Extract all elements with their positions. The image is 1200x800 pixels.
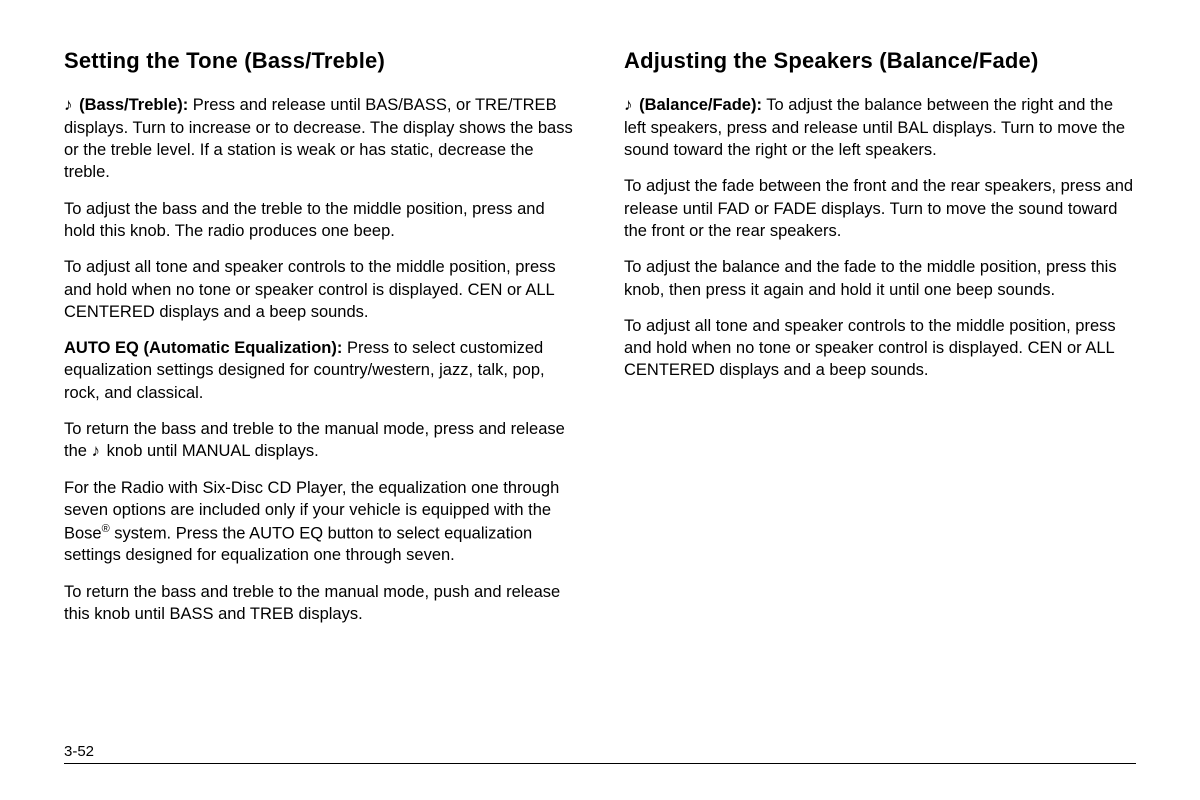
left-column: Setting the Tone (Bass/Treble) ♪ (Bass/T… [64, 48, 576, 639]
left-para-3: To adjust all tone and speaker controls … [64, 256, 576, 323]
right-para-1: ♪ (Balance/Fade): To adjust the balance … [624, 94, 1136, 161]
right-para-3: To adjust the balance and the fade to th… [624, 256, 1136, 301]
music-note-icon: ♪ [64, 94, 73, 117]
left-p5b-text: knob until MANUAL displays. [102, 442, 319, 460]
left-p6b-text: system. Press the AUTO EQ button to sele… [64, 524, 532, 564]
left-para-7: To return the bass and treble to the man… [64, 581, 576, 626]
left-heading: Setting the Tone (Bass/Treble) [64, 48, 576, 74]
auto-eq-label: AUTO EQ (Automatic Equalization): [64, 339, 342, 357]
bass-treble-label: (Bass/Treble): [79, 96, 188, 114]
page-footer: 3-52 [64, 743, 1136, 764]
left-para-2: To adjust the bass and the treble to the… [64, 198, 576, 243]
right-para-2: To adjust the fade between the front and… [624, 175, 1136, 242]
left-para-1: ♪ (Bass/Treble): Press and release until… [64, 94, 576, 184]
left-para-4: AUTO EQ (Automatic Equalization): Press … [64, 337, 576, 404]
right-heading: Adjusting the Speakers (Balance/Fade) [624, 48, 1136, 74]
registered-mark: ® [102, 523, 110, 535]
left-para-5: To return the bass and treble to the man… [64, 418, 576, 463]
footer-rule [64, 763, 1136, 764]
left-para-6: For the Radio with Six-Disc CD Player, t… [64, 477, 576, 567]
two-column-layout: Setting the Tone (Bass/Treble) ♪ (Bass/T… [64, 48, 1136, 639]
right-column: Adjusting the Speakers (Balance/Fade) ♪ … [624, 48, 1136, 639]
music-note-icon: ♪ [92, 440, 101, 463]
page-number: 3-52 [64, 743, 94, 760]
music-note-icon: ♪ [624, 94, 633, 117]
right-para-4: To adjust all tone and speaker controls … [624, 315, 1136, 382]
balance-fade-label: (Balance/Fade): [639, 96, 762, 114]
